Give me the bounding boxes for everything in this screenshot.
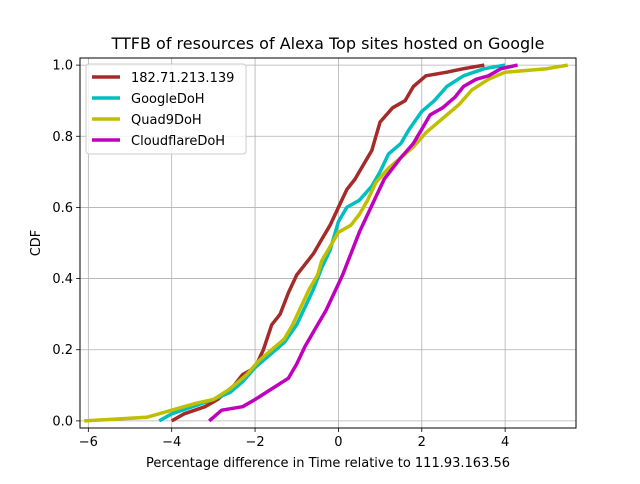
series-line-2 [84,63,568,423]
y-tick-label: 1.0 [52,59,73,74]
legend-label: CloudflareDoH [131,134,225,149]
x-tick-label: −2 [245,435,264,450]
y-axis-ticks: 0.0 0.2 0.4 0.6 0.8 1.0 [52,59,80,429]
plot-frame [79,57,577,429]
y-tick-label: 0.6 [52,201,73,216]
y-tick-label: 0.0 [52,414,73,429]
x-axis-ticks: −6 −4 −2 0 2 4 [79,428,509,450]
x-axis-label: Percentage difference in Time relative t… [146,456,510,471]
y-tick-label: 0.2 [52,343,73,358]
legend-box [85,63,247,155]
series-line-0 [170,63,485,423]
x-tick-label: 4 [501,435,509,450]
x-tick-label: −4 [162,435,181,450]
y-tick-label: 0.4 [52,272,73,287]
x-tick-label: 2 [418,435,426,450]
x-tick-label: −6 [79,435,98,450]
series-lines [84,63,568,423]
grid-lines [80,58,576,428]
x-tick-label: 0 [334,435,342,450]
legend-label: GoogleDoH [131,92,205,107]
legend-label: Quad9DoH [131,113,202,128]
series-line-3 [208,63,518,423]
legend-label: 182.71.213.139 [131,71,234,86]
series-line-1 [158,63,506,423]
y-tick-label: 0.8 [52,130,73,145]
legend: 182.71.213.139 GoogleDoH Quad9DoH Cloudflar… [85,63,247,155]
chart-title: TTFB of resources of Alexa Top sites hos… [111,34,545,53]
y-axis-label: CDF [29,230,44,257]
